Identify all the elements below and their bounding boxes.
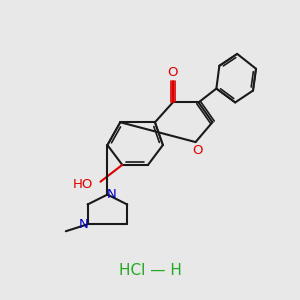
Text: HO: HO [73,178,94,191]
Text: HCl — H: HCl — H [118,263,182,278]
Text: O: O [192,143,203,157]
Text: O: O [167,66,178,79]
Text: N: N [106,188,116,201]
Text: N: N [79,218,88,231]
